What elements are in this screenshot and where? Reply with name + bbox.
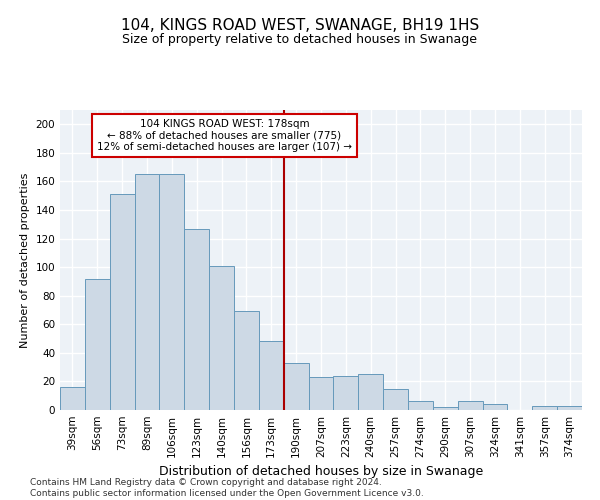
Bar — [383, 388, 408, 410]
Bar — [433, 407, 458, 410]
Bar — [209, 266, 234, 410]
Bar — [408, 402, 433, 410]
Bar — [334, 376, 358, 410]
Text: 104, KINGS ROAD WEST, SWANAGE, BH19 1HS: 104, KINGS ROAD WEST, SWANAGE, BH19 1HS — [121, 18, 479, 32]
Bar — [458, 402, 482, 410]
Bar — [557, 406, 582, 410]
Bar — [184, 228, 209, 410]
Text: Contains HM Land Registry data © Crown copyright and database right 2024.
Contai: Contains HM Land Registry data © Crown c… — [30, 478, 424, 498]
Y-axis label: Number of detached properties: Number of detached properties — [20, 172, 30, 348]
Bar — [308, 377, 334, 410]
Bar — [358, 374, 383, 410]
Bar — [85, 278, 110, 410]
Bar — [160, 174, 184, 410]
Bar — [110, 194, 134, 410]
Bar — [284, 363, 308, 410]
Text: 104 KINGS ROAD WEST: 178sqm
← 88% of detached houses are smaller (775)
12% of se: 104 KINGS ROAD WEST: 178sqm ← 88% of det… — [97, 119, 352, 152]
Bar — [234, 312, 259, 410]
Bar — [134, 174, 160, 410]
Text: Size of property relative to detached houses in Swanage: Size of property relative to detached ho… — [122, 32, 478, 46]
Bar — [532, 406, 557, 410]
Bar — [482, 404, 508, 410]
X-axis label: Distribution of detached houses by size in Swanage: Distribution of detached houses by size … — [159, 466, 483, 478]
Bar — [60, 387, 85, 410]
Bar — [259, 342, 284, 410]
